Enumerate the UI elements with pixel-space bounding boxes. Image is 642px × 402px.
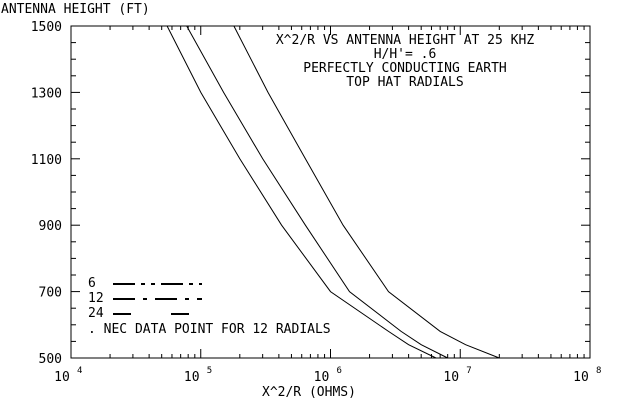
legend-note: . NEC DATA POINT FOR 12 RADIALS (88, 322, 331, 337)
y-tick-label: 700 (39, 286, 62, 301)
x-tick-label: 10 6 (314, 366, 342, 385)
chart-title-line: H/H'= .6 (374, 47, 437, 62)
x-tick-label-exponent: 6 (337, 366, 342, 376)
x-axis: 10 4 10 5 10 6 10 7 10 8 (54, 26, 601, 385)
x-tick-label: 10 5 (184, 366, 212, 385)
legend-label: 24 (88, 306, 104, 321)
legend-label: 6 (88, 276, 96, 291)
x-tick-label: 10 8 (573, 366, 601, 385)
y-tick-label: 1500 (31, 20, 62, 35)
x-tick-label: 10 4 (54, 366, 82, 385)
y-axis-label: ANTENNA HEIGHT (FT) (1, 2, 150, 17)
chart-title-line: X^2/R VS ANTENNA HEIGHT AT 25 KHZ (276, 33, 534, 48)
series-line-6 (166, 25, 437, 359)
legend-label: 12 (88, 291, 104, 306)
x-axis-label: X^2/R (OHMS) (262, 385, 356, 400)
x-tick-label-exponent: 8 (596, 366, 601, 376)
x-tick-label-base: 10 (314, 370, 330, 385)
chart-title-line: TOP HAT RADIALS (346, 75, 463, 90)
y-tick-label: 1100 (31, 153, 62, 168)
series-group (166, 25, 500, 359)
chart-title-line: PERFECTLY CONDUCTING EARTH (303, 61, 507, 76)
x-tick-label-base: 10 (443, 370, 459, 385)
x-tick-label-exponent: 5 (207, 366, 212, 376)
y-tick-label: 500 (39, 352, 62, 367)
x-tick-label-base: 10 (184, 370, 200, 385)
x-tick-label-base: 10 (54, 370, 70, 385)
y-axis: 500 700 900 1100 1300 1500 (31, 20, 590, 367)
series-line-24 (233, 25, 500, 359)
y-tick-label: 1300 (31, 86, 62, 101)
y-tick-label: 900 (39, 219, 62, 234)
x-tick-label-exponent: 7 (466, 366, 471, 376)
series-line-12 (186, 25, 448, 359)
x-tick-label: 10 7 (443, 366, 471, 385)
x-tick-label-base: 10 (573, 370, 589, 385)
x-tick-label-exponent: 4 (77, 366, 82, 376)
